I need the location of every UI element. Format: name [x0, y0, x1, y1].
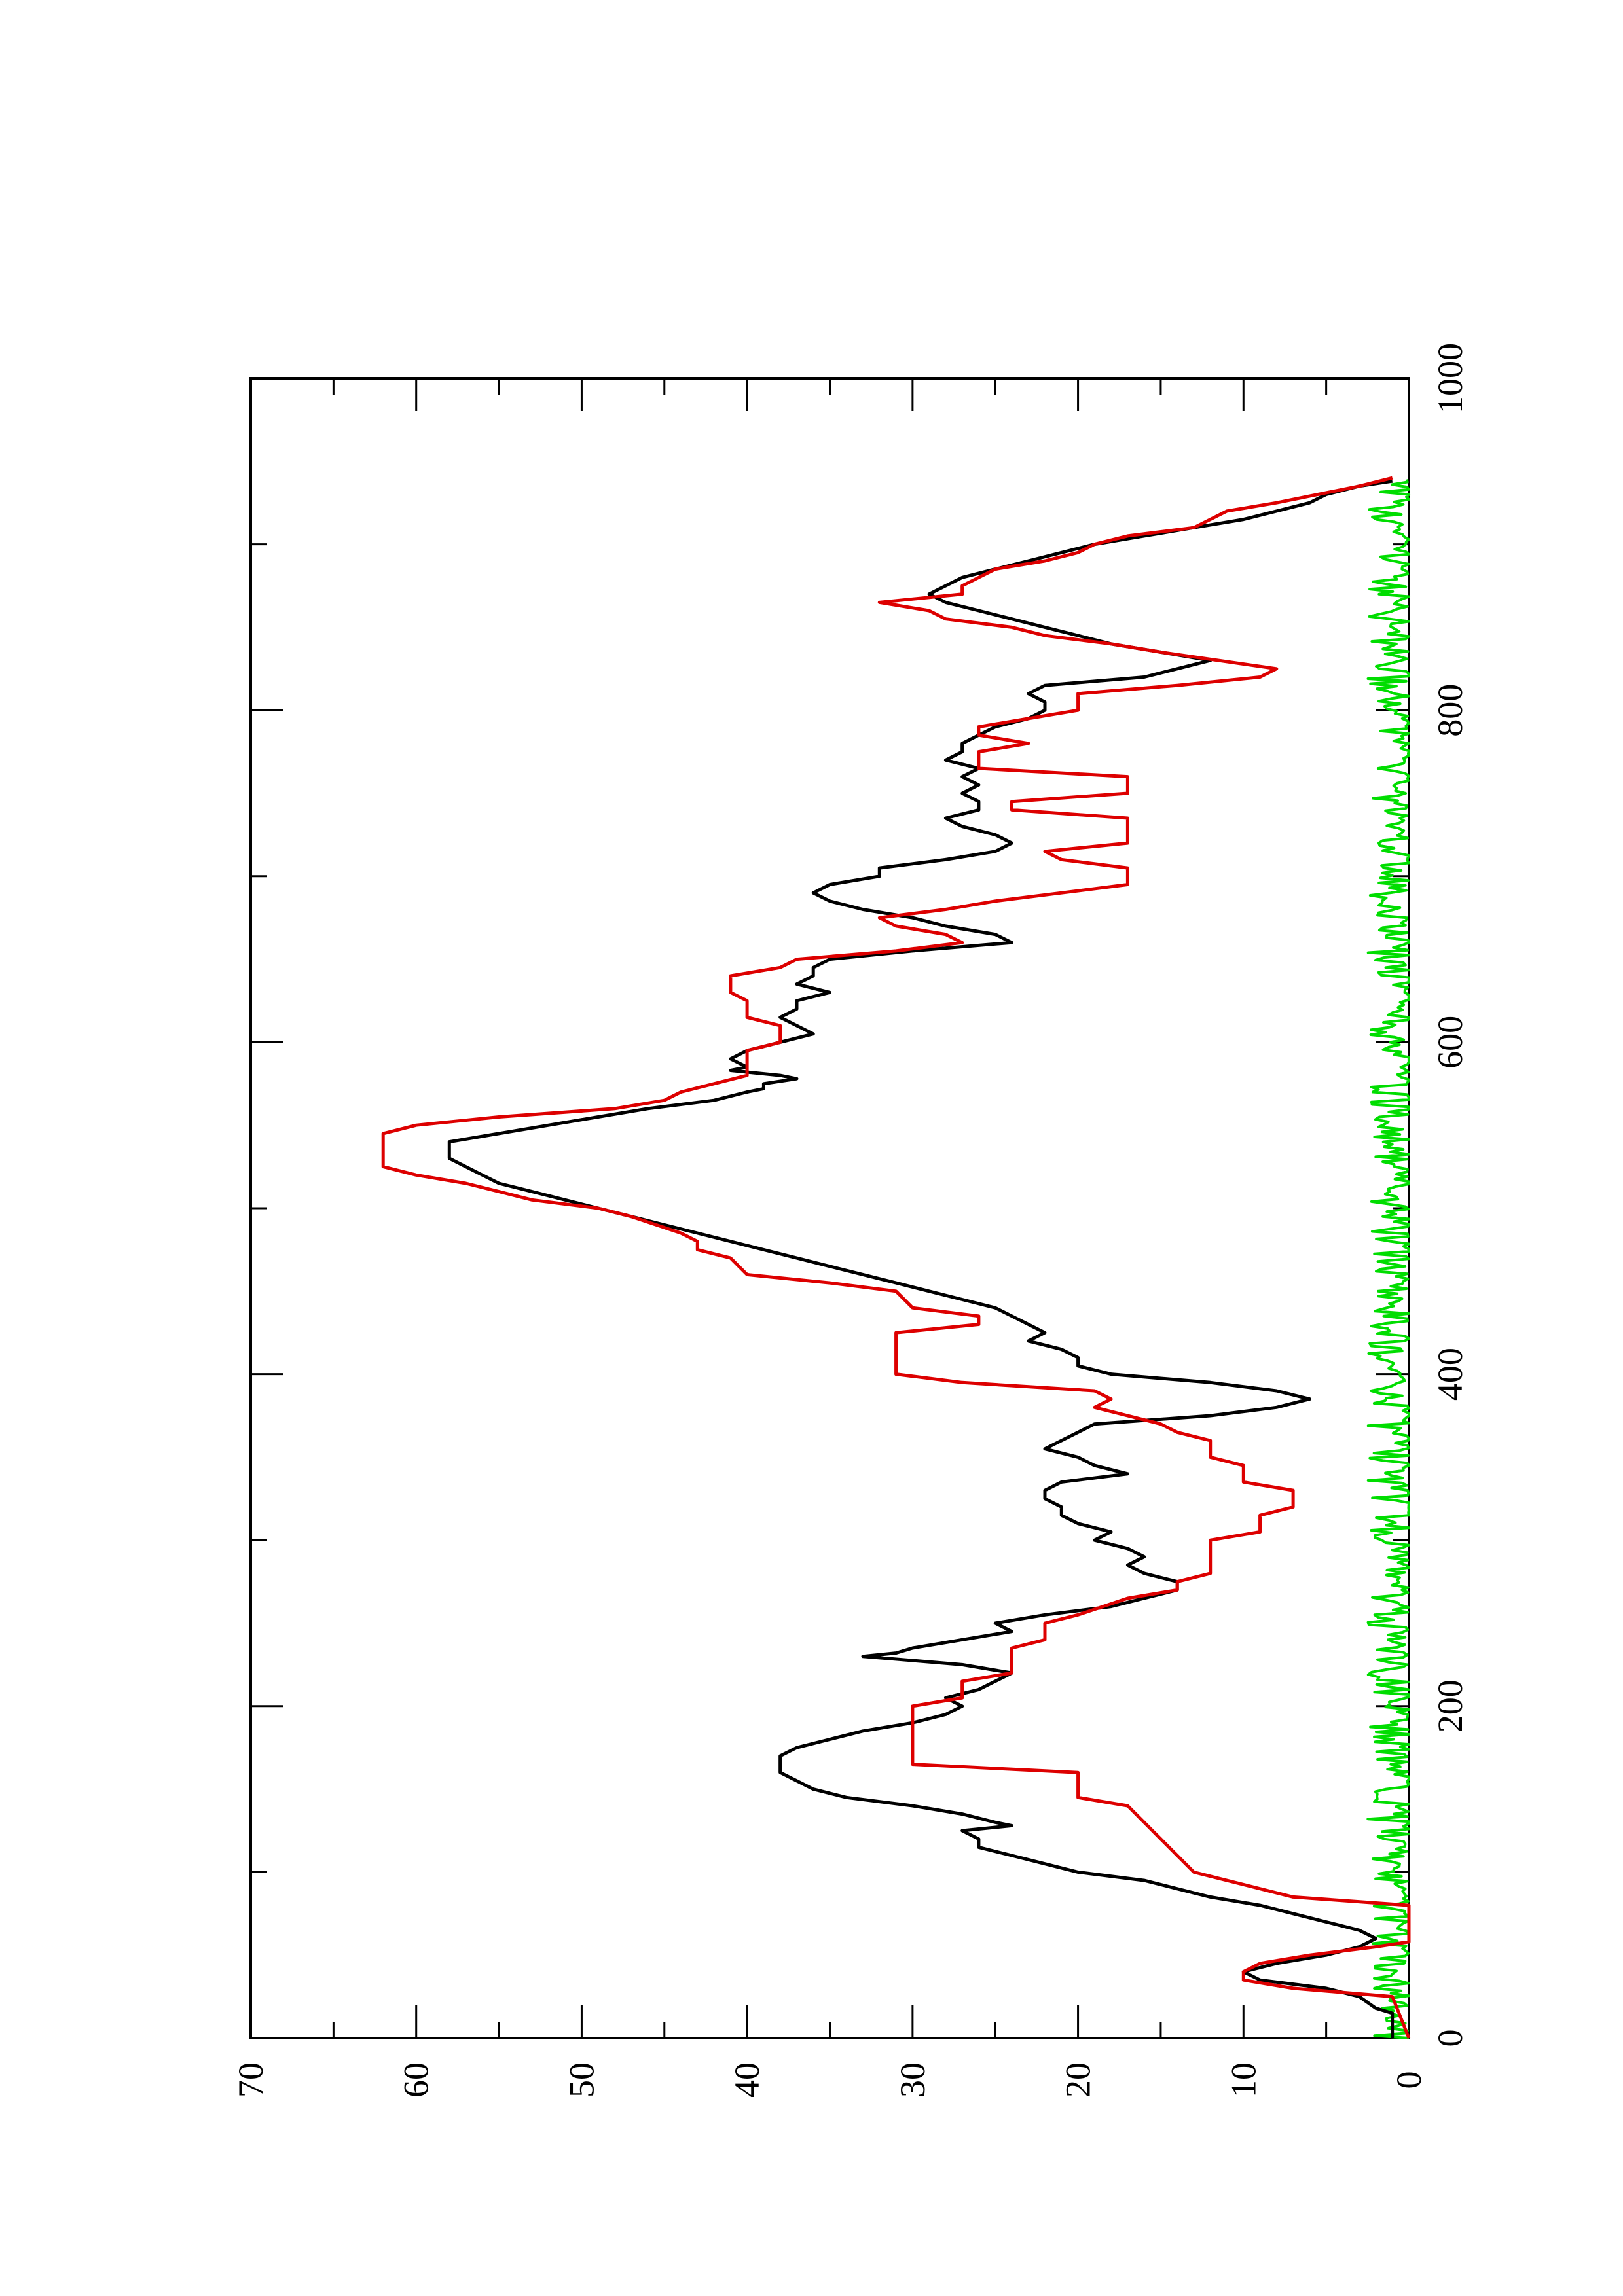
tick-labels: 0 200 400 600 800 1000 0 10 20 30 40 50 60 70 [231, 343, 1470, 2098]
plot-frame [249, 377, 1410, 2039]
y-tick-label: 70 [231, 2062, 270, 2098]
series-black-line [447, 479, 1395, 2038]
x-tick-label: 800 [1431, 684, 1470, 737]
data-series [381, 476, 1411, 2039]
x-tick-label: 200 [1431, 1679, 1470, 1732]
y-tick-label: 30 [893, 2062, 932, 2098]
x-tick-label: 400 [1431, 1348, 1470, 1401]
y-tick-label: 60 [397, 2062, 436, 2098]
plot-axes [249, 377, 1410, 2039]
y-tick-label: 50 [562, 2062, 601, 2098]
y-tick-label: 0 [1389, 2072, 1429, 2089]
x-tick-label: 0 [1431, 2030, 1470, 2047]
x-tick-label: 1000 [1431, 343, 1470, 414]
axis-ticks [249, 377, 1410, 2039]
y-tick-label: 40 [727, 2062, 767, 2098]
series-green-line [1366, 479, 1410, 2039]
y-tick-label: 20 [1059, 2062, 1098, 2098]
y-tick-label: 10 [1224, 2062, 1263, 2098]
x-tick-label: 600 [1431, 1016, 1470, 1069]
series-red-line [381, 476, 1411, 2039]
